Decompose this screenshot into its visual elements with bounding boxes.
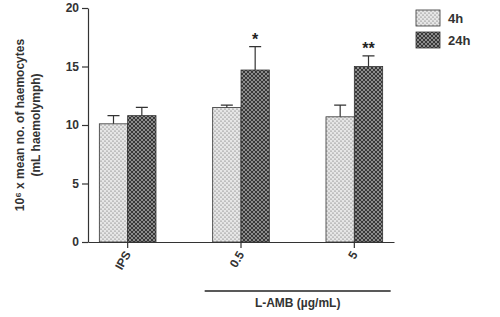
tick-mark [82,8,88,9]
y-label: (mL haemolymph) [29,73,43,176]
bar [99,124,127,242]
legend-swatch [416,10,440,26]
y-axis: 0 5 10 15 20 [66,1,89,249]
annotation: ** [362,40,375,57]
legend: 4h24h [416,10,470,48]
legend-swatch [416,32,440,48]
error-bar [221,105,233,107]
error-bar [334,105,346,117]
tick-label: 10 [66,118,80,132]
tick-mark [82,183,88,184]
y-label: 10⁶ x mean no. of haemocytes [13,39,27,212]
tick-label: 5 [72,177,79,191]
x-axis: IPS 0.5 5 [89,242,395,272]
tick-mark [127,242,128,248]
tick-label: 0 [72,235,79,249]
bars [99,47,382,242]
bar [326,117,354,242]
tick: 15 [66,60,88,74]
bar [128,116,156,242]
error-bar [136,107,148,115]
annotation: * [252,31,259,48]
tick-label: 15 [66,60,80,74]
tick: 5 [345,242,361,261]
error-bar [108,116,120,124]
tick-label: IPS [112,249,134,273]
tick-mark [82,242,88,243]
tick: 20 [66,1,88,15]
tick: 0.5 [227,242,248,270]
tick: 0 [72,235,88,249]
tick-mark [240,242,241,248]
tick: 10 [66,118,88,132]
chart: ***05101520IPS0.55L-AMB (µg/mL)10⁶ x mea… [0,0,500,317]
error-bar [363,56,375,67]
error-bar [249,47,261,70]
legend-label: 4h [448,11,463,26]
axis-line [88,9,89,243]
legend-label: 24h [448,33,470,48]
bar [241,70,269,242]
tick-mark [82,125,88,126]
tick-mark [82,66,88,67]
bar [354,67,382,243]
tick-label: 0.5 [227,248,248,270]
tick-mark [354,242,355,248]
group-bracket [205,290,391,292]
tick-label: 5 [345,248,361,261]
bar [213,107,241,242]
tick: 5 [72,177,88,191]
tick: IPS [112,242,134,272]
tick-label: 20 [66,1,80,15]
x-label: L-AMB (µg/mL) [255,296,341,310]
